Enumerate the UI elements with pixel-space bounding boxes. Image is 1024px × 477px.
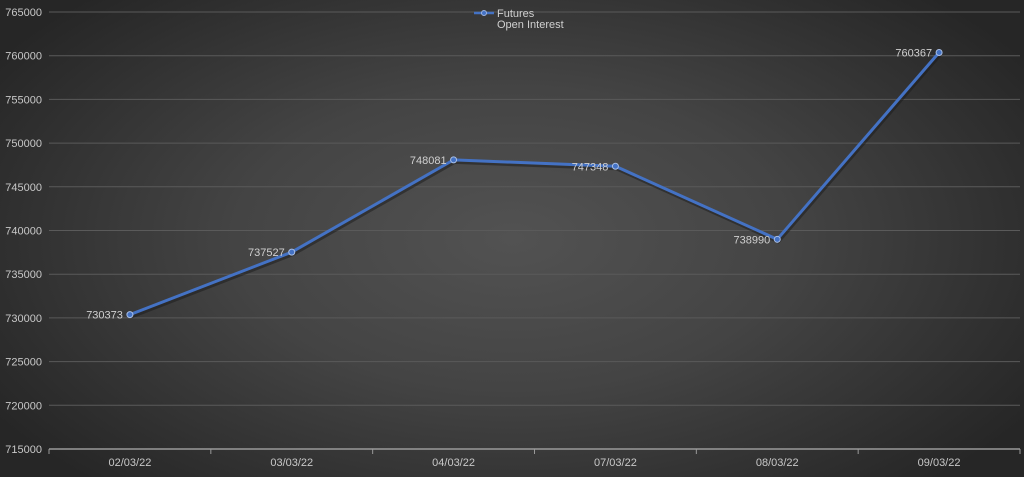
y-tick-label: 715000 xyxy=(5,444,42,456)
data-point-marker xyxy=(935,48,943,56)
data-label: 747348 xyxy=(572,161,609,173)
y-tick-label: 735000 xyxy=(5,269,42,281)
y-axis: 765000 760000 755000 750000 745000 740000 7350… xyxy=(5,7,42,456)
x-tick-label: 02/03/22 xyxy=(109,457,152,469)
legend: Futures Open Interest xyxy=(474,8,564,31)
data-label: 748081 xyxy=(410,155,447,167)
legend-label-line1: Futures xyxy=(497,8,535,20)
y-tick-label: 760000 xyxy=(5,51,42,63)
data-point-marker xyxy=(288,248,296,256)
data-point-marker xyxy=(773,235,781,243)
data-point-marker xyxy=(450,156,458,164)
x-tick-label: 03/03/22 xyxy=(270,457,313,469)
data-label: 738990 xyxy=(734,234,771,246)
x-tick-label: 08/03/22 xyxy=(756,457,799,469)
legend-marker-icon xyxy=(481,10,487,16)
data-point-marker xyxy=(611,162,619,170)
data-label: 760367 xyxy=(895,47,932,59)
y-tick-label: 745000 xyxy=(5,182,42,194)
gridlines xyxy=(49,11,1020,406)
series-line xyxy=(129,51,941,317)
series-line-shadow xyxy=(130,53,942,319)
y-tick-label: 725000 xyxy=(5,357,42,369)
x-tick-label: 04/03/22 xyxy=(432,457,475,469)
y-tick-label: 755000 xyxy=(5,94,42,106)
y-tick-label: 765000 xyxy=(5,7,42,19)
data-label: 730373 xyxy=(86,310,123,322)
y-tick-label: 730000 xyxy=(5,313,42,325)
data-point-marker xyxy=(126,311,134,319)
x-tick-label: 09/03/22 xyxy=(918,457,961,469)
y-tick-label: 720000 xyxy=(5,400,42,412)
data-label: 737527 xyxy=(248,247,285,259)
y-tick-label: 740000 xyxy=(5,226,42,238)
y-tick-label: 750000 xyxy=(5,138,42,150)
legend-label-line2: Open Interest xyxy=(497,19,564,31)
x-axis: 02/03/22 03/03/22 04/03/22 07/03/22 08/03/22… xyxy=(48,448,1021,469)
x-tick-label: 07/03/22 xyxy=(594,457,637,469)
series-futures-open-interest: 730373 737527 748081 747348 738990 760367 xyxy=(86,47,943,322)
